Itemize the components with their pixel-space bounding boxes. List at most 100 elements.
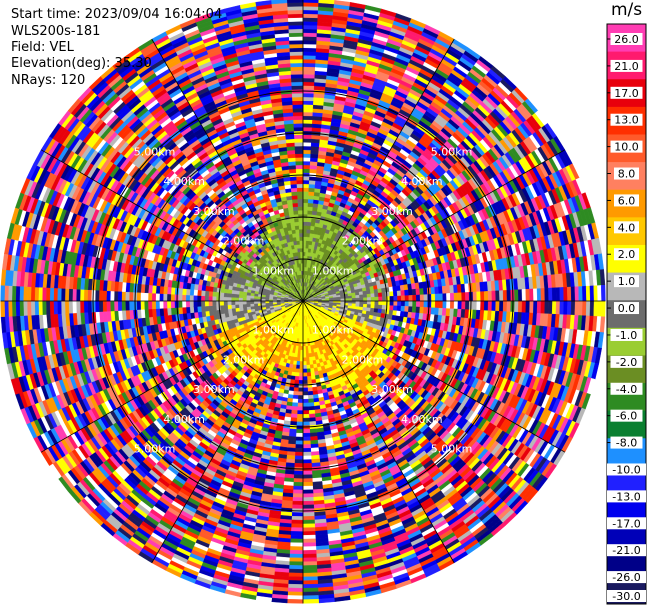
velocity-gate xyxy=(311,376,316,380)
velocity-gate xyxy=(303,584,318,588)
velocity-gate xyxy=(308,210,313,214)
velocity-gate xyxy=(303,233,307,237)
velocity-gate xyxy=(303,573,317,577)
velocity-gate xyxy=(303,350,306,354)
velocity-gate xyxy=(303,25,317,29)
velocity-gate xyxy=(564,301,568,315)
velocity-gate xyxy=(293,395,298,399)
velocity-gate xyxy=(309,361,313,365)
velocity-gate xyxy=(297,411,303,415)
velocity-gate xyxy=(303,403,309,407)
velocity-gate xyxy=(359,295,363,298)
velocity-gate xyxy=(416,295,420,301)
velocity-gate xyxy=(303,203,308,207)
velocity-gate xyxy=(303,248,306,252)
velocity-gate xyxy=(308,395,313,399)
velocity-gate xyxy=(303,354,306,358)
velocity-gate xyxy=(390,296,394,301)
velocity-gate xyxy=(462,301,466,310)
velocity-gate xyxy=(413,295,417,301)
velocity-gate xyxy=(289,565,303,569)
velocity-gate xyxy=(382,292,386,297)
velocity-gate xyxy=(303,112,313,116)
velocity-gate xyxy=(533,289,537,301)
velocity-gate xyxy=(298,392,303,396)
velocity-gate xyxy=(499,301,503,312)
velocity-gate xyxy=(363,301,367,304)
velocity-gate xyxy=(590,301,594,316)
velocity-gate xyxy=(287,599,303,603)
velocity-gate xyxy=(288,580,303,584)
velocity-gate xyxy=(291,520,303,524)
velocity-gate xyxy=(307,376,311,380)
velocity-gate xyxy=(290,546,303,550)
velocity-gate xyxy=(308,199,314,203)
velocity-gate xyxy=(360,298,364,301)
velocity-gate xyxy=(360,301,364,304)
velocity-gate xyxy=(397,291,401,296)
velocity-gate xyxy=(303,101,314,105)
velocity-gate xyxy=(303,407,309,411)
velocity-gate xyxy=(307,218,312,222)
velocity-gate xyxy=(367,290,371,294)
velocity-gate xyxy=(303,116,313,120)
velocity-gate xyxy=(303,595,319,599)
velocity-gate xyxy=(442,308,446,316)
velocity-gate xyxy=(291,410,297,414)
velocity-gate xyxy=(458,301,462,309)
velocity-gate xyxy=(303,516,315,520)
velocity-gate xyxy=(526,289,530,301)
velocity-gate xyxy=(297,414,303,418)
velocity-gate xyxy=(378,289,382,294)
velocity-gate xyxy=(303,441,311,445)
velocity-gate xyxy=(450,301,454,309)
velocity-gate xyxy=(378,305,382,309)
velocity-gate xyxy=(303,388,308,392)
velocity-gate xyxy=(307,222,311,226)
velocity-gate xyxy=(296,429,303,433)
velocity-gate xyxy=(295,448,303,452)
velocity-gate xyxy=(303,142,311,146)
velocity-gate xyxy=(492,291,496,301)
velocity-gate xyxy=(303,86,314,90)
velocity-gate xyxy=(462,293,466,302)
velocity-gate xyxy=(292,406,298,410)
velocity-gate xyxy=(306,357,309,361)
velocity-gate xyxy=(522,289,526,301)
velocity-gate xyxy=(303,558,317,562)
velocity-gate xyxy=(526,301,530,313)
velocity-gate xyxy=(446,293,450,301)
velocity-gate xyxy=(303,482,313,486)
velocity-gate xyxy=(303,543,316,547)
velocity-gate xyxy=(306,361,310,365)
velocity-gate xyxy=(431,301,435,308)
velocity-gate xyxy=(303,241,306,245)
velocity-gate xyxy=(292,501,303,505)
velocity-gate xyxy=(556,301,560,315)
velocity-gate xyxy=(297,418,303,422)
velocity-gate xyxy=(371,297,375,301)
velocity-gate xyxy=(507,290,511,301)
velocity-gate xyxy=(303,433,310,437)
velocity-gate xyxy=(507,301,511,312)
velocity-gate xyxy=(303,40,317,44)
velocity-gate xyxy=(594,301,598,316)
velocity-gate xyxy=(552,288,556,301)
velocity-gate xyxy=(367,297,371,301)
velocity-gate xyxy=(303,452,311,456)
velocity-gate xyxy=(488,291,492,301)
velocity-gate xyxy=(307,380,312,384)
velocity-gate xyxy=(303,135,312,139)
velocity-gate xyxy=(363,298,367,301)
velocity-gate xyxy=(288,440,296,444)
velocity-gate xyxy=(303,463,312,467)
velocity-gate xyxy=(293,490,303,494)
velocity-gate xyxy=(431,308,435,315)
velocity-gate xyxy=(375,301,379,305)
velocity-gate xyxy=(579,301,583,316)
velocity-gate xyxy=(537,289,541,302)
velocity-gate xyxy=(484,291,488,301)
velocity-gate xyxy=(303,18,318,22)
velocity-gate xyxy=(374,305,378,309)
velocity-gate xyxy=(303,490,313,494)
